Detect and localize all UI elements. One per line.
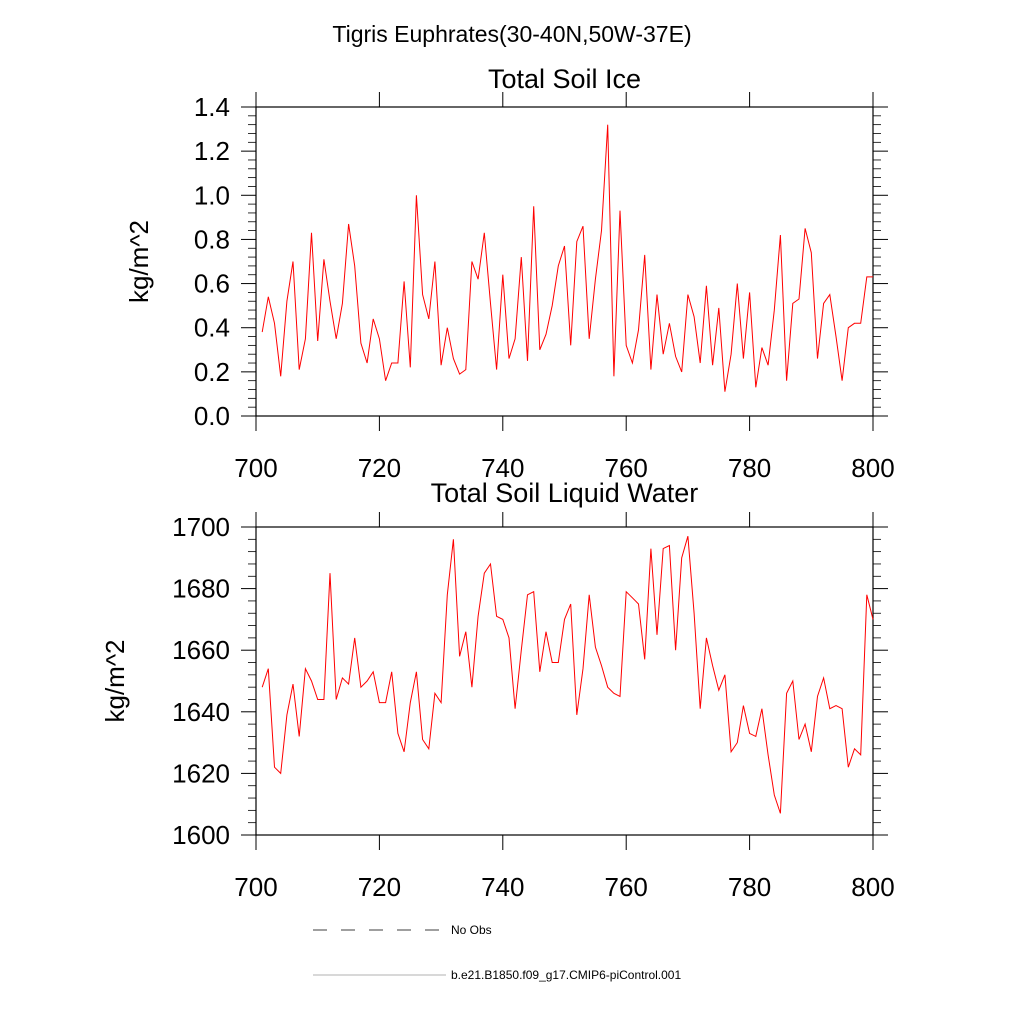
y-tick-label: 1.2 xyxy=(194,136,230,166)
x-tick-label: 760 xyxy=(605,872,648,902)
y-tick-label: 0.8 xyxy=(194,224,230,254)
y-tick-label: 1.0 xyxy=(194,180,230,210)
main-title: Tigris Euphrates(30-40N,50W-37E) xyxy=(332,21,691,47)
y-tick-label: 1600 xyxy=(172,820,230,850)
panel-title: Total Soil Ice xyxy=(488,64,641,94)
series-line xyxy=(261,536,874,814)
x-tick-label: 760 xyxy=(605,453,648,483)
y-tick-label: 1680 xyxy=(172,574,230,604)
y-tick-label: 1.4 xyxy=(194,92,230,122)
legend-label-no-obs: No Obs xyxy=(451,923,492,937)
x-tick-label: 740 xyxy=(481,872,524,902)
y-tick-label: 1660 xyxy=(172,635,230,665)
legend: No Obs b.e21.B1850.f09_g17.CMIP6-piContr… xyxy=(313,923,681,982)
y-axis-label: kg/m^2 xyxy=(100,639,130,722)
y-tick-label: 0.6 xyxy=(194,269,230,299)
x-tick-label: 720 xyxy=(358,872,401,902)
x-tick-label: 800 xyxy=(851,453,894,483)
x-tick-label: 700 xyxy=(234,453,277,483)
x-tick-label: 720 xyxy=(358,453,401,483)
y-tick-label: 0.0 xyxy=(194,401,230,431)
panel-1: Total Soil Ice 700 720 740 760 780 800 0.0 0.2 0.… xyxy=(124,64,895,483)
y-tick-label: 1640 xyxy=(172,697,230,727)
x-tick-label: 780 xyxy=(728,872,771,902)
plot-frame xyxy=(255,526,874,836)
x-tick-label: 780 xyxy=(728,453,771,483)
x-tick-label: 800 xyxy=(851,872,894,902)
y-tick-label: 1700 xyxy=(172,512,230,542)
panel-title: Total Soil Liquid Water xyxy=(431,478,699,508)
y-tick-label: 0.4 xyxy=(194,313,230,343)
panel-2: Total Soil Liquid Water 700 720 740 760 780 80… xyxy=(100,478,895,902)
x-tick-label: 740 xyxy=(481,453,524,483)
plot-frame xyxy=(255,106,874,417)
y-tick-label: 1620 xyxy=(172,758,230,788)
series-line xyxy=(261,124,873,392)
x-tick-label: 700 xyxy=(234,872,277,902)
y-tick-label: 0.2 xyxy=(194,357,230,387)
y-axis-label: kg/m^2 xyxy=(124,220,154,303)
legend-label-model: b.e21.B1850.f09_g17.CMIP6-piControl.001 xyxy=(451,968,681,982)
